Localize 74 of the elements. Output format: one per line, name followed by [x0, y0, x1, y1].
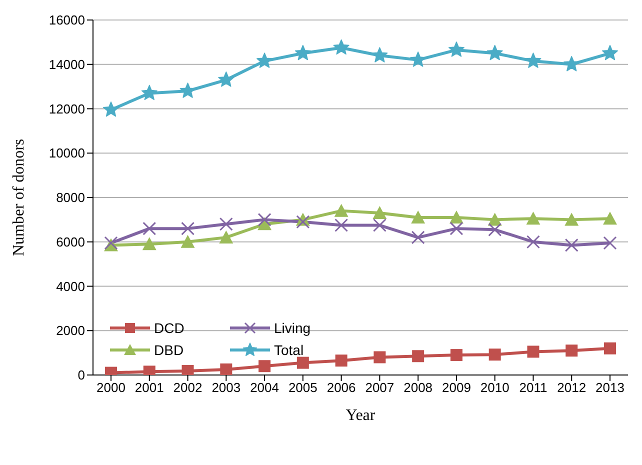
x-tick-label: 2012 [557, 380, 586, 396]
y-tick-label: 8000 [56, 190, 85, 206]
x-tick-label: 2002 [173, 380, 202, 396]
x-tick-label: 2013 [596, 380, 624, 396]
point [372, 47, 388, 62]
point [296, 356, 309, 369]
point [374, 351, 386, 364]
x-tick-label: 2003 [212, 380, 241, 396]
x-tick-label: 2001 [134, 380, 164, 396]
x-tick-label: 2009 [442, 380, 471, 396]
x-tick-label: 2010 [480, 380, 510, 396]
y-tick-label: 6000 [56, 234, 85, 250]
point [488, 348, 501, 361]
point [449, 210, 464, 224]
point [411, 230, 425, 244]
point [604, 342, 616, 354]
legend-label: DCD [154, 320, 184, 336]
point [486, 44, 503, 60]
point [334, 204, 348, 217]
y-tick-label: 4000 [56, 278, 85, 294]
x-tick-label: 2007 [365, 380, 394, 396]
y-tick-label: 14000 [48, 56, 85, 72]
point [527, 346, 540, 358]
point [258, 360, 271, 372]
point [564, 238, 578, 252]
x-tick-label: 2000 [96, 380, 126, 396]
point [450, 349, 462, 362]
y-tick-label: 2000 [56, 323, 85, 338]
point [488, 222, 502, 236]
point [256, 52, 273, 68]
x-tick-label: 2008 [404, 380, 433, 396]
point [566, 344, 578, 357]
legend-label: DBD [154, 342, 184, 358]
point [181, 222, 195, 236]
point [180, 234, 195, 248]
point [526, 212, 540, 225]
point [258, 212, 272, 226]
point [525, 52, 542, 68]
legend-label: Total [274, 342, 304, 358]
point [526, 235, 540, 249]
point [334, 218, 348, 232]
point [333, 39, 350, 55]
point [220, 363, 232, 375]
x-tick-label: 2006 [326, 380, 356, 396]
point [448, 42, 464, 57]
point [102, 101, 120, 117]
point [219, 217, 233, 231]
point [603, 212, 617, 225]
point [294, 44, 311, 60]
legend-label: Living [274, 320, 311, 336]
x-tick-label: 2005 [288, 380, 318, 396]
x-axis-title: Year [346, 407, 376, 424]
point [218, 72, 234, 87]
point [372, 206, 387, 220]
y-axis-title: Number of donors [10, 138, 28, 256]
point [564, 212, 579, 226]
y-tick-label: 12000 [48, 101, 85, 116]
point [219, 230, 234, 244]
point [602, 44, 618, 60]
y-tick-label: 16000 [48, 12, 85, 28]
y-tick-label: 0 [78, 368, 85, 383]
y-tick-label: 10000 [48, 146, 85, 161]
point [372, 218, 386, 232]
point [450, 222, 464, 236]
point [142, 237, 156, 250]
point [296, 215, 310, 229]
point [141, 84, 158, 100]
point [603, 236, 617, 250]
x-tick-label: 2004 [250, 380, 279, 396]
point [412, 350, 424, 362]
x-tick-label: 2011 [519, 380, 548, 396]
point [411, 210, 426, 224]
point [142, 222, 156, 236]
point [335, 354, 348, 367]
